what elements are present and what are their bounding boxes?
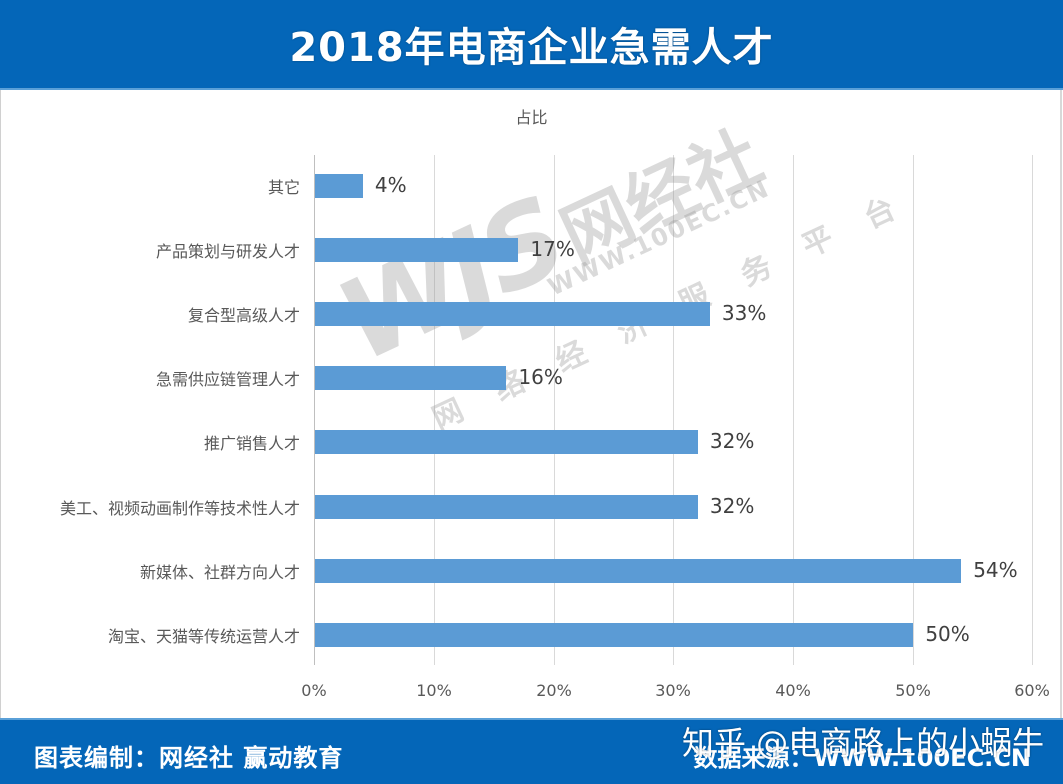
- bar-value-label: 32%: [709, 494, 755, 518]
- bar: [315, 495, 698, 519]
- bar-value-label: 4%: [374, 173, 407, 197]
- x-tick-label: 0%: [301, 681, 327, 700]
- gridline-30: [673, 155, 674, 665]
- bar-value-label: 17%: [530, 237, 575, 261]
- bar: [315, 430, 698, 454]
- bar: [315, 366, 507, 390]
- gridline-40: [793, 155, 794, 665]
- bar: [315, 302, 710, 326]
- gridline-20: [554, 155, 555, 665]
- chart-panel: [0, 90, 1062, 718]
- chart-title: 2018年电商企业急需人才: [289, 25, 774, 71]
- bar-value-label: 33%: [721, 301, 767, 325]
- chart-footer: 图表编制：网经社 赢动教育 数据来源：WWW.100EC.CN: [0, 718, 1063, 784]
- bar-value-label: 16%: [518, 365, 563, 389]
- bar-value-label: 54%: [973, 558, 1018, 582]
- chart-subtitle: 占比: [515, 108, 548, 127]
- plot-area: [314, 155, 1033, 665]
- bar-value-label: 32%: [709, 429, 755, 453]
- category-label: 急需供应链管理人才: [155, 370, 300, 389]
- gridline-60: [1032, 155, 1033, 665]
- zhihu-watermark: 知乎 @电商路上的小蜗牛: [682, 724, 1045, 762]
- x-tick-label: 50%: [895, 681, 931, 700]
- category-label: 其它: [267, 178, 300, 197]
- category-label: 推广销售人才: [203, 434, 300, 453]
- y-axis-line: [314, 155, 315, 665]
- bar-value-label: 50%: [925, 622, 970, 646]
- gridline-50: [913, 155, 914, 665]
- bar: [315, 174, 363, 198]
- category-label: 产品策划与研发人才: [155, 242, 300, 261]
- bar: [315, 623, 914, 647]
- category-label: 新媒体、社群方向人才: [139, 563, 300, 582]
- category-label: 美工、视频动画制作等技术性人才: [59, 499, 300, 518]
- category-label: 淘宝、天猫等传统运营人才: [107, 627, 300, 646]
- category-label: 复合型高级人才: [187, 306, 300, 325]
- bar: [315, 238, 519, 262]
- chart-header: 2018年电商企业急需人才: [0, 0, 1063, 90]
- footer-credit: 图表编制：网经社 赢动教育: [34, 744, 344, 772]
- x-tick-label: 30%: [655, 681, 691, 700]
- gridline-10: [434, 155, 435, 665]
- x-tick-label: 40%: [775, 681, 811, 700]
- bar: [315, 559, 962, 583]
- x-tick-label: 60%: [1014, 681, 1050, 700]
- footer-source: 数据来源：WWW.100EC.CN: [693, 744, 1032, 772]
- x-tick-label: 20%: [536, 681, 572, 700]
- x-tick-label: 10%: [416, 681, 452, 700]
